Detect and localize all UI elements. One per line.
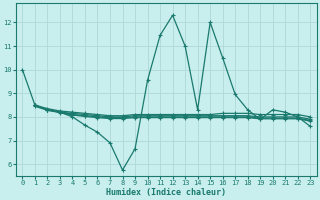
X-axis label: Humidex (Indice chaleur): Humidex (Indice chaleur) <box>106 188 226 197</box>
